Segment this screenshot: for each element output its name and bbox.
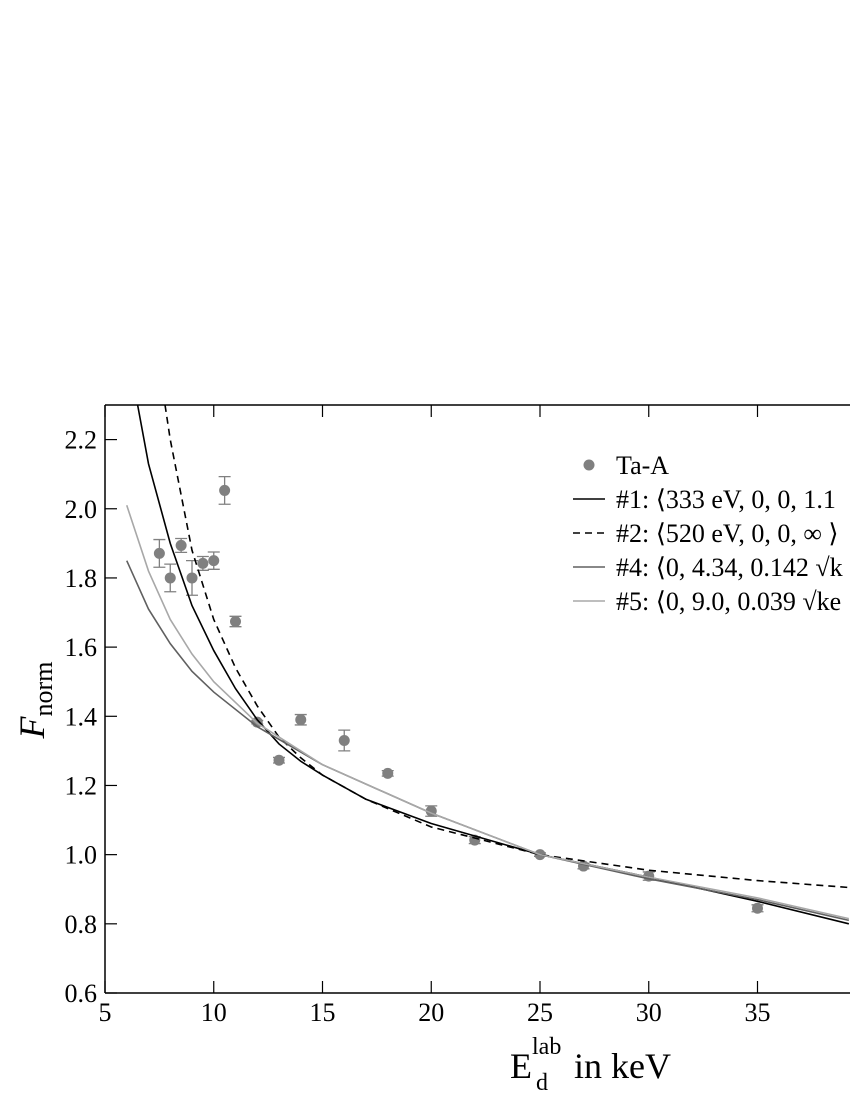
legend-label: #1: ⟨333 eV, 0, 0, 1.1	[616, 485, 836, 514]
data-point	[164, 572, 176, 584]
y-axis-label: Fnorm	[12, 662, 58, 740]
y-label-sub: norm	[29, 662, 58, 717]
x-tick-label: 5	[99, 998, 112, 1027]
fit-curve	[126, 560, 850, 922]
x-tick-label: 30	[636, 998, 662, 1027]
y-tick-label: 2.0	[65, 495, 98, 524]
x-label-rest: in keV	[574, 1046, 671, 1086]
legend-label: #2: ⟨520 eV, 0, 0, ∞ ⟩	[616, 519, 839, 548]
legend-marker	[583, 459, 595, 471]
y-tick-label: 1.4	[65, 702, 98, 731]
data-point	[752, 902, 763, 914]
x-tick-label: 25	[527, 998, 553, 1027]
data-point	[219, 484, 231, 496]
x-label-sup: lab	[532, 1034, 561, 1060]
y-tick-label: 0.8	[65, 910, 98, 939]
y-tick-label: 1.0	[65, 841, 98, 870]
data-point	[153, 547, 165, 559]
y-label-base: F	[12, 715, 52, 739]
data-point	[382, 767, 394, 779]
plot-area	[125, 405, 850, 925]
data-point	[175, 539, 187, 551]
data-point	[186, 572, 198, 584]
data-point	[273, 754, 285, 766]
y-tick-label: 1.2	[65, 771, 98, 800]
legend-label: #4: ⟨0, 4.34, 0.142 √k	[616, 553, 843, 582]
x-tick-label: 15	[310, 998, 336, 1027]
y-tick-label: 1.8	[65, 564, 98, 593]
y-tick-label: 2.2	[65, 426, 98, 455]
legend-label: #5: ⟨0, 9.0, 0.039 √ke	[616, 587, 841, 616]
x-tick-label: 10	[201, 998, 227, 1027]
y-tick-label: 0.6	[65, 979, 98, 1008]
data-point	[230, 616, 241, 628]
data-point	[295, 714, 307, 726]
x-label-sub: d	[536, 1070, 548, 1096]
x-tick-label: 35	[745, 998, 771, 1027]
legend-label: Ta-A	[616, 451, 669, 480]
fit-curve	[136, 405, 850, 925]
y-tick-label: 1.6	[65, 633, 98, 662]
x-label-base: E	[510, 1046, 532, 1086]
data-point	[197, 557, 209, 569]
data-point	[338, 735, 350, 747]
fit-curve	[164, 405, 849, 889]
data-point	[208, 555, 220, 567]
fit-curve	[125, 505, 850, 920]
x-tick-label: 20	[418, 998, 444, 1027]
